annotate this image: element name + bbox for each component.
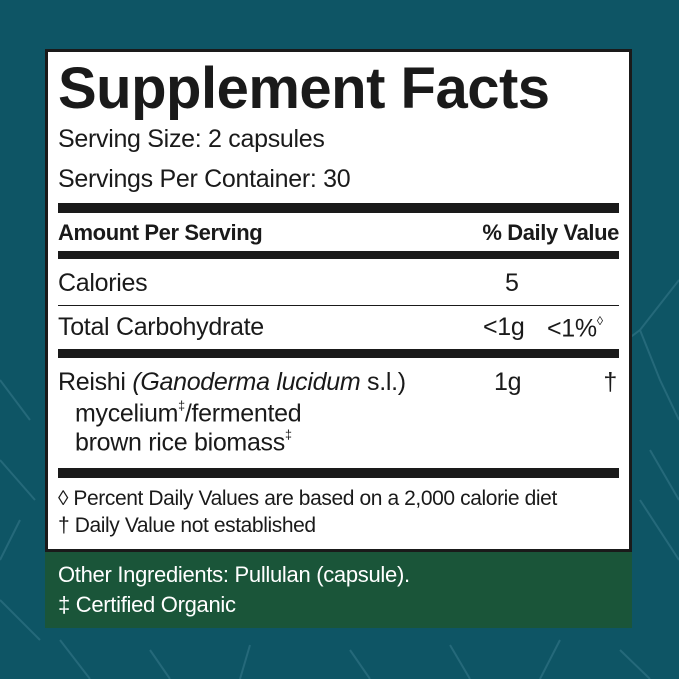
thin-divider	[58, 305, 619, 306]
total-carbohydrate-label: Total Carbohydrate	[58, 313, 264, 341]
amount-per-serving-header: Amount Per Serving	[58, 220, 263, 245]
serving-size: Serving Size: 2 capsules	[58, 125, 325, 153]
latin-name: (Ganoderma lucidum	[132, 368, 361, 396]
total-carbohydrate-amount: <1g	[483, 313, 525, 341]
certified-organic-note: ‡ Certified Organic	[58, 592, 236, 617]
servings-per-container: Servings Per Container: 30	[58, 165, 351, 193]
footnote-not-established: † Daily Value not established	[58, 514, 316, 537]
latin-suffix: s.l.)	[367, 368, 406, 396]
calories-amount: 5	[505, 269, 519, 297]
reishi-amount: 1g	[494, 368, 522, 396]
thick-divider	[58, 251, 619, 259]
ingredient-name: Reishi	[58, 368, 126, 396]
thick-divider	[58, 203, 619, 213]
mycelium-text: mycelium	[75, 399, 179, 428]
other-ingredients-panel: Other Ingredients: Pullulan (capsule). ‡…	[45, 552, 632, 628]
panel-title: Supplement Facts	[58, 56, 550, 121]
other-ingredients: Other Ingredients: Pullulan (capsule).	[58, 562, 410, 587]
diamond-mark: ◊	[596, 314, 603, 328]
reishi-dv: †	[603, 368, 617, 396]
daily-value-header: % Daily Value	[482, 220, 619, 245]
supplement-facts-panel: Supplement Facts Serving Size: 2 capsule…	[45, 49, 632, 552]
fermented-text: /fermented	[184, 399, 302, 428]
thick-divider	[58, 468, 619, 478]
reishi-label: Reishi (Ganoderma lucidum s.l.)	[58, 370, 406, 395]
organic-mark: ‡	[284, 428, 292, 442]
dv-value: <1%	[547, 314, 597, 343]
calories-label: Calories	[58, 269, 148, 297]
organic-mark: ‡	[178, 399, 185, 413]
thick-divider	[58, 349, 619, 358]
reishi-line-3: brown rice biomass‡	[75, 429, 292, 455]
footnote-daily-values: ◊ Percent Daily Values are based on a 2,…	[58, 487, 557, 510]
biomass-text: brown rice biomass	[75, 428, 285, 457]
reishi-line-2: mycelium‡/fermented	[75, 399, 302, 428]
total-carbohydrate-dv: <1%◊	[547, 315, 603, 341]
